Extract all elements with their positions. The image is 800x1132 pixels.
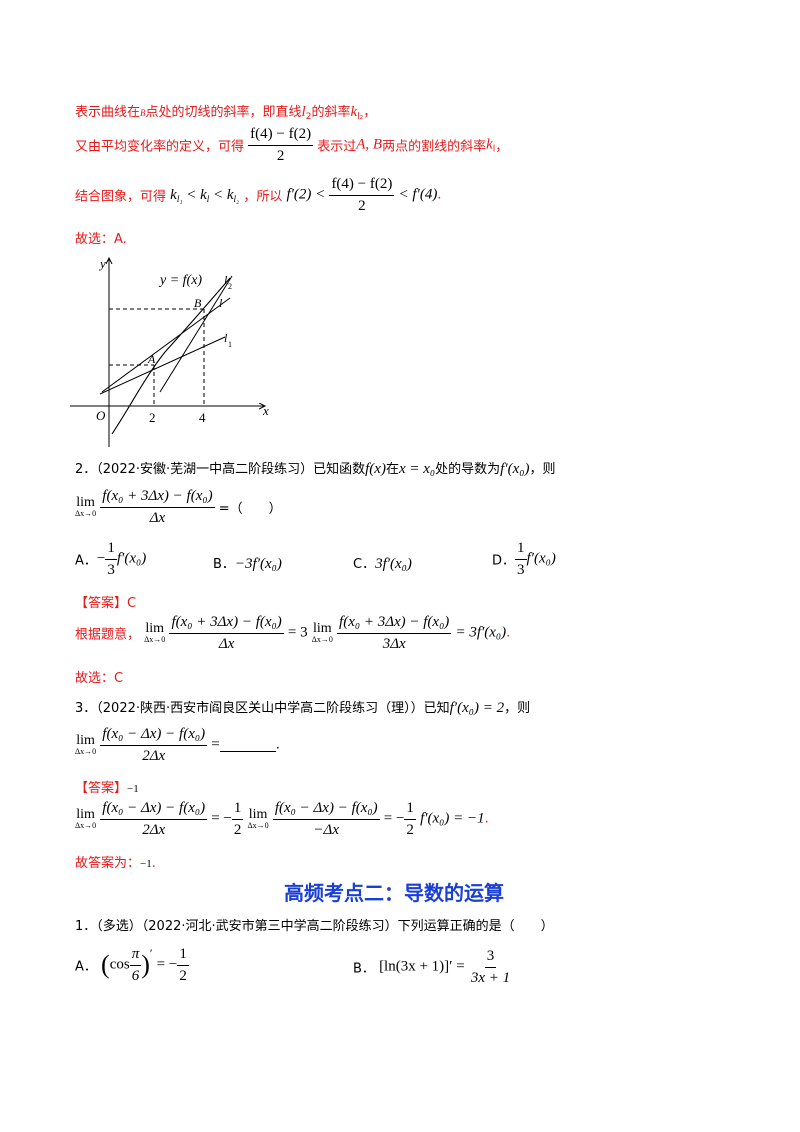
solution-line-1: 表示曲线在B点处的切线的斜率，即直线l2的斜率kl₂， [75,104,377,122]
answer-tag-2: 【答案】C [75,596,137,611]
x-axis-label: x [262,403,269,418]
answer-1: 故选：A. [75,232,127,247]
option-1b-b[interactable]: B． [ln(3x + 1)]′ = 3 3x + 1 [353,948,511,986]
function-graph: y x O 2 4 y = f(x) l 2 l l 1 A B [70,256,269,447]
option-1b-a[interactable]: A． (cos π 6)′ = −1 2 [75,946,189,984]
option-b[interactable]: B．−3f′(x₀) [213,556,282,572]
svg-text:2: 2 [228,282,232,291]
answer-blank[interactable] [219,739,276,752]
option-d[interactable]: D． 1 3 f′(x₀) [492,540,556,578]
question-3-limit: lim Δx→0 f(x₀ − Δx) − f(x₀) 2Δx =. [75,726,280,764]
final-answer-3: 故答案为：−1. [75,856,156,871]
solution-3: lim Δx→0 f(x₀ − Δx) − f(x₀) 2Δx = −1 2 lim Δ… [75,800,489,838]
point-b-label: B [194,296,202,310]
fraction: f(4) − f(2) 2 [248,126,314,164]
curve-label: y = f(x) [158,273,202,288]
y-axis-label: y [98,256,106,271]
question-1b-stem: 1．（多选）（2022·河北·武安市第三中学高二阶段练习）下列运算正确的是（ ） [75,919,554,934]
solution-line-3: 结合图象，可得 kl₁ < kl < kl₂ ，所以 f′(2) < f(4) … [75,176,442,214]
question-3-stem: 3．（2022·陕西·西安市阎良区关山中学高二阶段练习（理））已知f′(x₀) … [75,700,531,716]
tick-4: 4 [199,410,206,425]
question-2-limit: lim Δx→0 f(x₀ + 3Δx) − f(x₀) Δx =（ ） [75,488,282,526]
l1-label: l [224,331,228,345]
solution-line-2: 又由平均变化率的定义，可得 f(4) − f(2) 2 表示过A, B两点的割线的… [75,126,509,164]
l-label: l [219,296,223,310]
final-answer-2: 故选：C [75,671,124,686]
option-a[interactable]: A．− 1 3 f′(x₀) [75,540,147,578]
tick-2: 2 [149,410,156,425]
solution-2: 根据题意， lim Δx→0 f(x₀ + 3Δx) − f(x₀) Δx = 3 … [75,614,511,652]
option-c[interactable]: C．3f′(x₀) [353,556,412,572]
section-title: 高频考点二：导数的运算 [284,881,504,905]
point-a-label: A [147,352,156,366]
answer-tag-3: 【答案】−1 [75,781,139,796]
origin-label: O [96,408,106,423]
l2-label: l [224,273,228,287]
svg-text:1: 1 [228,340,232,349]
question-2-stem: 2．（2022·安徽·芜湖一中高二阶段练习）已知函数f(x)在x = x₀处的导… [75,461,556,477]
